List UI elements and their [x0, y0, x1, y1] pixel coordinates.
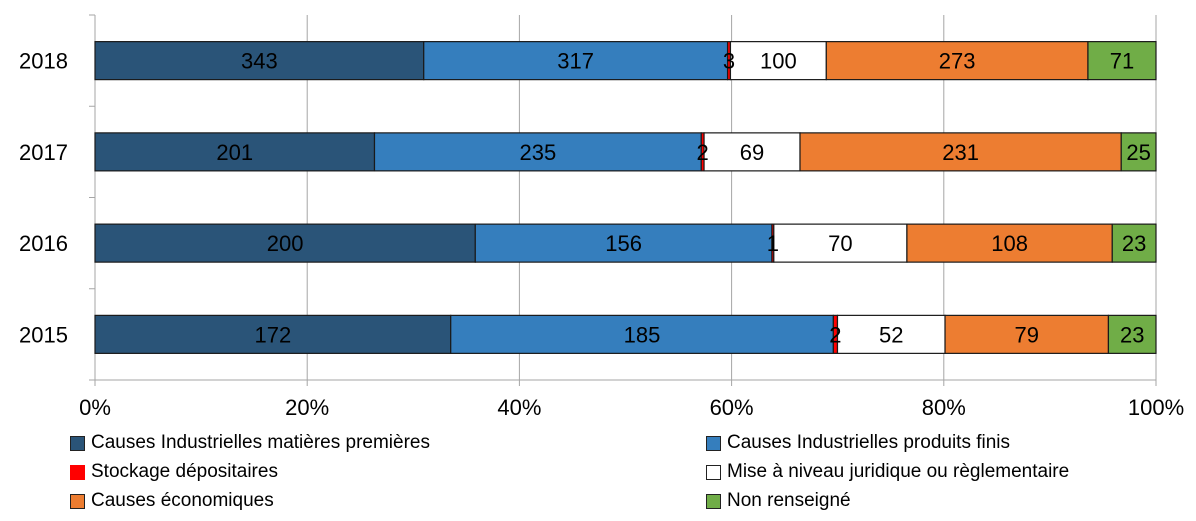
bar-segment	[423, 41, 729, 81]
data-label: 23	[1122, 231, 1146, 256]
legend-label: Causes Industrielles matières premières	[91, 432, 430, 453]
data-label: 201	[216, 140, 253, 165]
data-label: 108	[991, 231, 1028, 256]
data-label: 100	[760, 49, 797, 74]
legend-item: Causes Industrielles produits finis	[706, 432, 1010, 454]
bar-segment	[799, 132, 1122, 172]
data-label: 185	[624, 322, 661, 347]
data-label: 79	[1014, 322, 1038, 347]
x-tick-label: 0%	[79, 395, 111, 420]
bar-segment	[729, 41, 827, 81]
data-label: 2	[829, 322, 841, 347]
bar-segment	[825, 41, 1089, 81]
bar-segment	[1107, 314, 1157, 354]
data-label: 200	[267, 231, 304, 256]
x-tick-label: 40%	[497, 395, 541, 420]
bar-segment	[836, 314, 946, 354]
data-label: 70	[828, 231, 852, 256]
bar-segment	[450, 314, 834, 354]
data-label: 172	[255, 322, 292, 347]
data-label: 3	[723, 49, 735, 74]
legend-swatch	[70, 464, 85, 480]
legend-label: Causes Industrielles produits finis	[727, 432, 1011, 453]
data-label: 69	[740, 140, 764, 165]
data-label: 52	[879, 322, 903, 347]
x-tick-label: 20%	[285, 395, 329, 420]
data-label: 1	[767, 231, 779, 256]
bar-segment	[906, 223, 1113, 263]
data-label: 23	[1120, 322, 1144, 347]
bar-segment	[94, 132, 376, 172]
legend-swatch	[70, 493, 85, 509]
bar-segment	[1087, 41, 1157, 81]
legend-item: Causes Industrielles matières premières	[70, 432, 430, 454]
bar-segment	[373, 132, 702, 172]
bar-segment	[944, 314, 1110, 354]
data-label: 25	[1126, 140, 1150, 165]
bars	[94, 41, 1157, 354]
y-category-label: 2018	[19, 49, 68, 74]
legend-swatch	[706, 493, 721, 509]
legend-item: Non renseigné	[706, 490, 851, 512]
bar-segment	[1111, 223, 1157, 263]
y-category-label: 2017	[19, 140, 68, 165]
legend-label: Mise à niveau juridique ou règlementaire	[727, 461, 1070, 482]
legend-label: Stockage dépositaires	[91, 461, 278, 482]
y-category-label: 2015	[19, 322, 68, 347]
legend-swatch	[706, 464, 721, 480]
legend-item: Mise à niveau juridique ou règlementaire	[706, 461, 1069, 483]
bar-segment	[474, 223, 773, 263]
x-tick-label: 80%	[922, 395, 966, 420]
data-label: 235	[520, 140, 557, 165]
data-label: 71	[1110, 49, 1134, 74]
legend-swatch	[706, 435, 721, 451]
data-label: 343	[241, 49, 278, 74]
bar-segment	[1120, 132, 1157, 172]
legend-swatch	[70, 435, 85, 451]
y-category-label: 2016	[19, 231, 68, 256]
bar-segment	[703, 132, 801, 172]
legend-item: Causes économiques	[70, 490, 274, 512]
legend-label: Causes économiques	[91, 490, 274, 511]
data-label: 156	[605, 231, 642, 256]
bar-segment	[94, 314, 452, 354]
x-tick-label: 100%	[1128, 395, 1184, 420]
legend-item: Stockage dépositaires	[70, 461, 278, 483]
x-tick-label: 60%	[710, 395, 754, 420]
data-label: 317	[557, 49, 594, 74]
data-label: 2	[697, 140, 709, 165]
data-label: 231	[942, 140, 979, 165]
data-label: 273	[939, 49, 976, 74]
bar-segment	[94, 41, 425, 81]
legend-label: Non renseigné	[727, 490, 851, 511]
axes: 0% 20% 40% 60% 80% 100% 2018 2017 2016 2015	[19, 14, 1184, 420]
